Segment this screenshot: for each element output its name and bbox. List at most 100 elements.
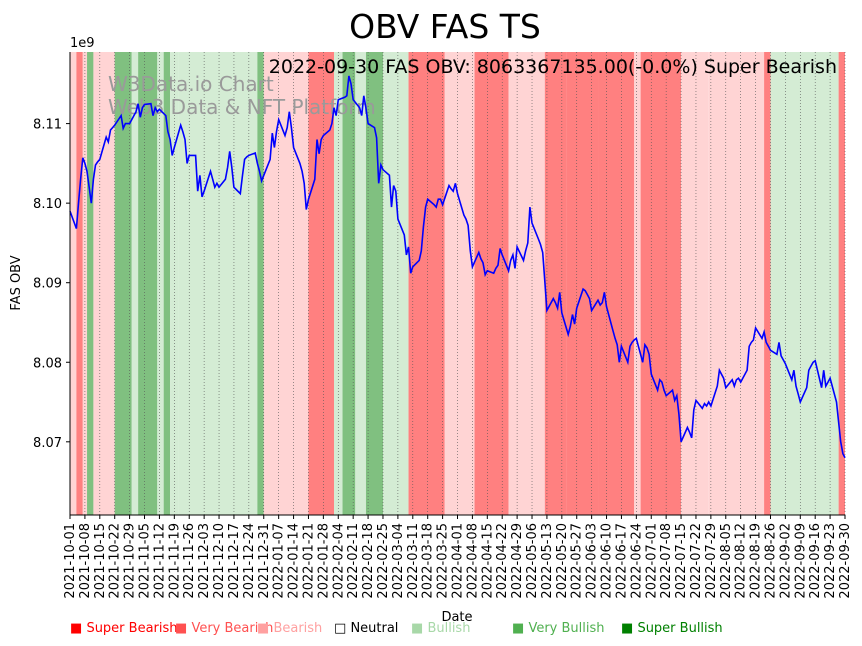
legend-super-bullish: ■ Super Bullish [621,621,723,636]
x-tick-label: 2022-07-15 [674,523,689,599]
y-ticks: 8.07 8.08 8.09 8.10 8.11 [33,118,70,451]
x-tick-label: 2021-11-19 [167,523,182,599]
x-ticks: 2021-10-01 2021-10-08 2021-10-15 2021-10-22… [63,515,853,599]
x-tick-label: 2022-05-13 [540,523,555,599]
signal-band-6 [131,52,139,515]
signal-band-32 [721,52,765,515]
x-tick-label: 2021-12-31 [257,523,272,599]
signal-band-31 [708,52,722,515]
x-tick-label: 2022-08-05 [719,523,734,599]
signal-band-28 [634,52,641,515]
signal-band-22 [474,52,509,515]
chart-subtitle: 2022-09-30 FAS OBV: 8063367135.00(-0.0%)… [269,56,837,78]
obv-series-line [69,75,846,459]
legend-super-bearish-marker: ■ [70,621,83,636]
signal-band-17 [355,52,366,515]
watermark-line-1: W3Data.io Chart [108,72,274,96]
x-tick-label: 2021-10-29 [123,523,138,599]
signal-band-9 [163,52,171,515]
signal-band-19 [382,52,409,515]
y-tick-label: 8.10 [33,197,62,212]
y-offset-label: 1e9 [70,36,95,51]
signal-band-1 [76,52,83,515]
x-tick-label: 2021-10-01 [63,523,78,599]
signal-band-4 [93,52,115,515]
signal-band-7 [138,52,158,515]
signal-band-5 [114,52,132,515]
signal-band-35 [838,52,845,515]
x-tick-label: 2022-04-15 [480,523,495,599]
signal-band-8 [157,52,164,515]
legend-super-bullish-label: Super Bullish [637,621,723,636]
x-tick-label: 2022-06-03 [585,523,600,599]
x-tick-label: 2021-10-15 [93,523,108,599]
signal-band-16 [342,52,356,515]
x-tick-label: 2021-10-08 [78,523,93,599]
signal-band-21 [444,52,475,515]
legend-bearish: ■ Bearish [257,621,322,636]
signal-band-23 [508,52,524,515]
legend-super-bearish: ■ Super Bearish [70,621,178,636]
x-tick-label: 2022-04-01 [451,523,466,599]
legend-very-bullish-label: Very Bullish [528,621,605,636]
x-tick-label: 2021-11-26 [182,523,197,599]
x-tick-label: 2022-03-11 [406,523,421,599]
x-tick-label: 2022-04-08 [465,523,480,599]
legend-bearish-label: Bearish [273,621,323,636]
legend-bearish-marker: ■ [257,621,270,636]
legend-super-bearish-label: Super Bearish [86,621,178,636]
legend-bullish: ■ Bullish [411,621,470,636]
legend-very-bearish-marker: ■ [175,621,188,636]
y-tick-label: 8.09 [33,277,62,292]
x-tick-label: 2022-01-21 [301,523,316,599]
legend-very-bearish: ■ Very Bearish [175,621,273,636]
x-tick-label: 2022-09-02 [778,523,793,599]
chart-title: OBV FAS TS [349,7,541,46]
legend-neutral-label: Neutral [350,621,399,636]
legend-bullish-marker: ■ [411,621,424,636]
signal-band-25 [544,52,567,515]
signal-band-33 [764,52,771,515]
y-axis-label: FAS OBV [9,255,24,310]
x-axis-label: Date [441,610,472,625]
x-tick-label: 2022-02-04 [331,523,346,599]
x-tick-label: 2022-01-14 [287,523,302,599]
x-tick-label: 2022-03-25 [436,523,451,599]
x-tick-label: 2022-07-22 [689,523,704,599]
signal-band-13 [263,52,309,515]
signal-band-12 [257,52,264,515]
x-tick-label: 2022-08-19 [749,523,764,599]
x-tick-label: 2022-05-20 [555,523,570,599]
x-tick-label: 2022-03-18 [421,523,436,599]
y-tick-label: 8.07 [33,436,62,451]
x-tick-label: 2022-09-09 [793,523,808,599]
legend-very-bullish: ■ Very Bullish [512,621,605,636]
y-tick-label: 8.08 [33,356,62,371]
legend-bullish-label: Bullish [427,621,471,636]
x-tick-label: 2022-03-04 [391,523,406,599]
x-tick-label: 2022-02-18 [361,523,376,599]
x-tick-label: 2021-12-17 [227,523,242,599]
x-tick-label: 2022-09-30 [838,523,853,599]
x-tick-label: 2022-04-29 [510,523,525,599]
signal-band-11 [178,52,258,515]
x-tick-label: 2022-06-17 [614,523,629,599]
legend-neutral: □ Neutral [334,621,398,636]
x-tick-label: 2022-07-29 [704,523,719,599]
x-tick-label: 2022-05-27 [570,523,585,599]
x-tick-label: 2022-07-08 [659,523,674,599]
x-tick-label: 2022-08-12 [734,523,749,599]
signal-band-20 [408,52,445,515]
signal-band-14 [308,52,335,515]
legend-super-bullish-marker: ■ [621,621,634,636]
x-tick-label: 2022-08-26 [763,523,778,599]
signal-band-26 [566,52,599,515]
x-tick-label: 2022-01-28 [316,523,331,599]
legend-very-bearish-label: Very Bearish [191,621,274,636]
x-tick-label: 2022-05-06 [525,523,540,599]
x-tick-label: 2022-02-11 [346,523,361,599]
signal-band-29 [640,52,682,515]
x-tick-label: 2021-12-03 [197,523,212,599]
signal-band-24 [523,52,545,515]
